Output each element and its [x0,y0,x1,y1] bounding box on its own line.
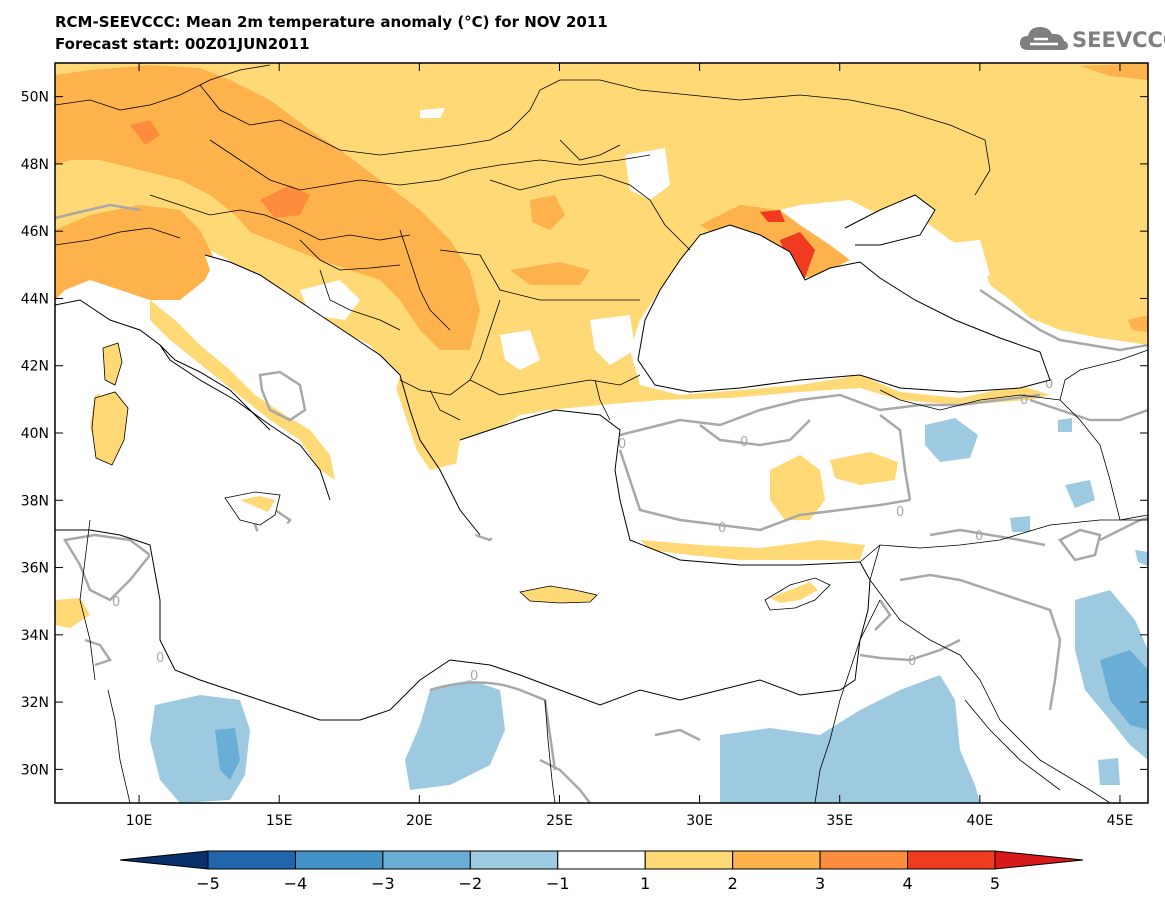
logo-text: SEEVCCC [1072,28,1165,52]
lat-tick-label: 50N [21,90,49,106]
lon-tick-label: 35E [826,813,853,829]
lon-tick-label: 25E [546,813,573,829]
longitude-axis: 10E 15E 20E 25E 30E 35E 40E 45E [126,63,1134,829]
svg-text:0: 0 [740,435,748,450]
map-title: RCM-SEEVCCC: Mean 2m temperature anomaly… [55,13,608,31]
lat-tick-label: 42N [21,359,49,375]
lat-tick-label: 40N [21,426,49,442]
lat-tick-label: 30N [21,762,49,778]
colorbar-level-label: −4 [284,874,308,893]
colorbar-level-label: 2 [728,874,738,893]
corsica [102,342,123,386]
colorbar-level-label: −1 [546,874,570,893]
tyrrhenian-sea [130,350,310,510]
lon-tick-label: 45E [1107,813,1134,829]
svg-text:0: 0 [896,505,904,520]
colorbar-segment [557,850,646,870]
zero-contours [55,203,1148,803]
coastlines [55,194,1051,721]
colorbar-arrow-low [119,850,209,870]
anomaly-region-2-3-crimea [700,205,850,280]
anomaly-field: 0 0 0 0 0 0 0 0 0 0 0 0 [55,63,1148,803]
colorbar-segment [819,850,909,870]
aegean-sea [455,410,630,550]
colorbar-level-label: 4 [902,874,912,893]
svg-text:0: 0 [470,669,478,684]
anomaly-region-neutral [300,108,990,370]
colorbar-segment [382,850,471,870]
svg-text:0: 0 [975,529,983,544]
islands [91,342,831,611]
lon-tick-label: 15E [266,813,293,829]
map-subtitle: Forecast start: 00Z01JUN2011 [55,35,310,53]
cloud-icon [1020,27,1068,50]
colorbar-segment [732,850,821,870]
colorbar-segment [907,850,996,870]
svg-text:0: 0 [908,654,916,669]
crete [519,585,598,604]
colorbar-segment [644,850,734,870]
colorbar-level-label: 1 [640,874,650,893]
colorbar-segment [207,850,296,870]
anomaly-region-2-3-northeast [1080,63,1148,80]
anomaly-region-2-3-alps [55,205,215,300]
anomaly-region-2-3-balkans [250,110,300,160]
colorbar-arrow-high [994,850,1084,870]
lat-tick-label: 36N [21,561,49,577]
lat-tick-label: 38N [21,493,49,509]
sardinia [91,391,129,466]
colorbar-segment [294,850,384,870]
anomaly-region-4-5 [760,210,815,278]
colorbar-level-label: −5 [196,874,220,893]
seevccc-logo: SEEVCCC [1018,22,1165,56]
colorbar-level-label: 5 [990,874,1000,893]
seas [55,195,1050,720]
anomaly-region-anatolia-east [830,452,898,485]
colorbar: −5 −4 −3 −2 −1 1 2 3 4 5 [119,850,1084,893]
latitude-axis: 50N 48N 46N 44N 42N 40N 38N 36N 34N 32N 30N [21,90,1148,778]
anomaly-region-2-3-east [1128,315,1148,332]
black-sea [638,225,1050,392]
country-borders [55,64,1148,803]
colorbar-level-label: −3 [371,874,395,893]
lon-tick-label: 10E [126,813,153,829]
svg-text:0: 0 [618,437,626,452]
colorbar-level-label: 3 [815,874,825,893]
cool-anomaly-regions [150,418,1148,803]
lon-tick-label: 40E [967,813,994,829]
colorbar-level-label: −2 [459,874,483,893]
sea-of-azov [845,195,935,245]
lon-tick-label: 20E [406,813,433,829]
svg-text:0: 0 [112,595,120,610]
anomaly-region-2-3-romania [530,195,565,230]
lon-tick-label: 30E [686,813,713,829]
colorbar-segment [469,850,559,870]
anomaly-region-italy [150,300,335,480]
adriatic-sea [205,255,400,395]
lat-tick-label: 34N [21,628,49,644]
svg-text:0: 0 [1020,393,1028,408]
svg-text:0: 0 [156,651,164,666]
anomaly-region-turkey-south [640,540,865,560]
svg-text:0: 0 [718,521,726,536]
lat-tick-label: 46N [21,224,49,240]
anomaly-region-anatolia [770,455,825,520]
lat-tick-label: 44N [21,291,49,307]
svg-text:0: 0 [1045,377,1053,392]
lat-tick-label: 32N [21,695,49,711]
anomaly-region-2-3-bulgaria [510,262,590,285]
cool-anomaly-regions-2 [215,650,1148,780]
anomaly-region-3-4 [130,120,310,218]
contour-labels: 0 0 0 0 0 0 0 0 0 0 0 0 [112,377,1053,684]
lat-tick-label: 48N [21,157,49,173]
